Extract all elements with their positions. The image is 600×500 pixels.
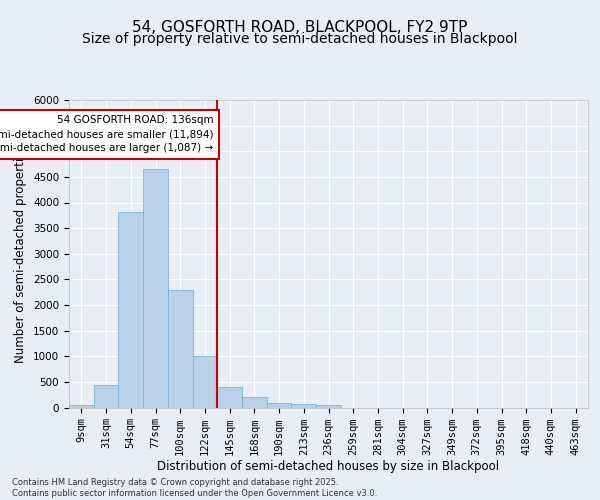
Bar: [94, 385, 118, 407]
Bar: [69, 405, 94, 407]
Text: 54 GOSFORTH ROAD: 136sqm
← 91% of semi-detached houses are smaller (11,894)
   8: 54 GOSFORTH ROAD: 136sqm ← 91% of semi-d…: [0, 116, 214, 154]
X-axis label: Distribution of semi-detached houses by size in Blackpool: Distribution of semi-detached houses by …: [157, 460, 500, 473]
Text: Size of property relative to semi-detached houses in Blackpool: Size of property relative to semi-detach…: [82, 32, 518, 46]
Text: 54, GOSFORTH ROAD, BLACKPOOL, FY2 9TP: 54, GOSFORTH ROAD, BLACKPOOL, FY2 9TP: [133, 20, 467, 35]
Bar: [217, 387, 242, 407]
Bar: [143, 168, 168, 408]
Bar: [316, 405, 341, 407]
Bar: [168, 290, 193, 408]
Y-axis label: Number of semi-detached properties: Number of semi-detached properties: [14, 144, 28, 363]
Bar: [267, 403, 292, 407]
Bar: [292, 404, 316, 407]
Bar: [242, 397, 267, 407]
Bar: [118, 212, 143, 408]
Bar: [193, 356, 217, 408]
Text: Contains HM Land Registry data © Crown copyright and database right 2025.
Contai: Contains HM Land Registry data © Crown c…: [12, 478, 377, 498]
